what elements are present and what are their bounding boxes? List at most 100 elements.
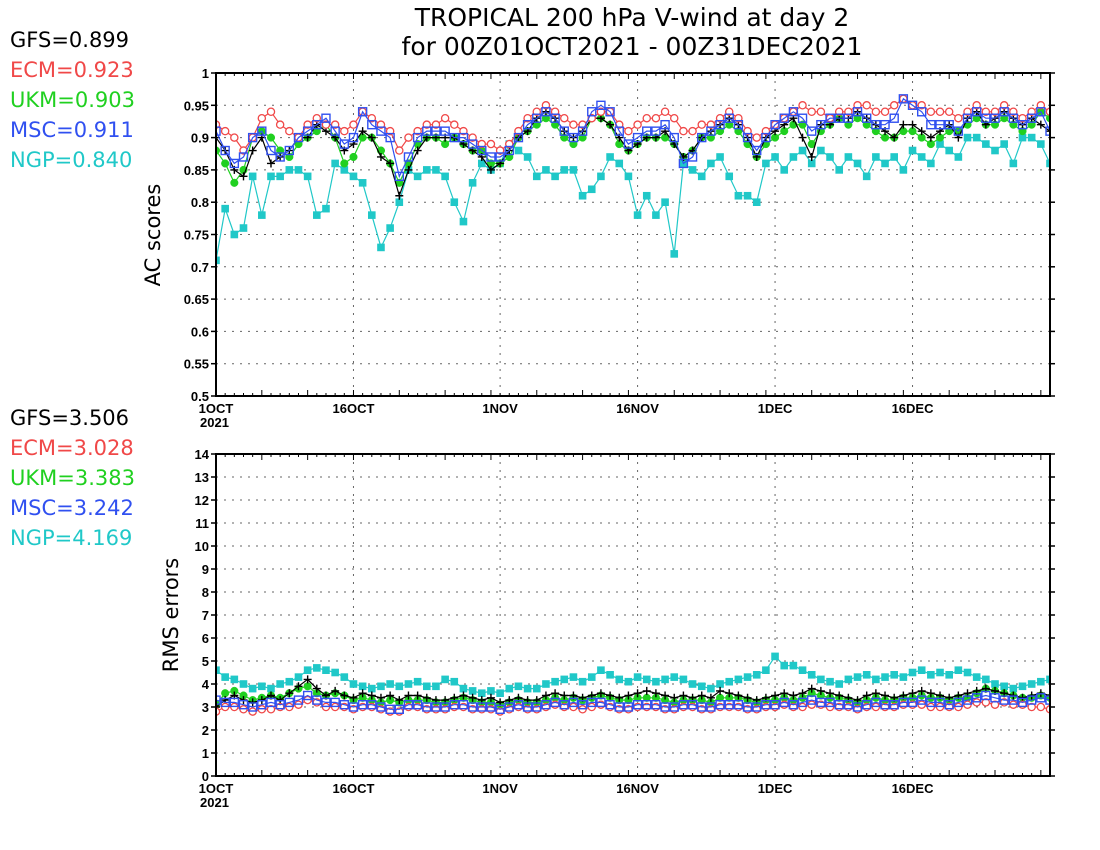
rms-plot-frame: [215, 453, 1051, 777]
ac-point-msc: [522, 119, 533, 130]
ac-point-ecm: [871, 107, 881, 117]
ac-point-ngp: [716, 153, 724, 161]
ac-point-msc: [513, 132, 524, 143]
rms-point-ngp: [844, 675, 853, 684]
rms-point-msc: [238, 700, 249, 710]
ac-point-gfs: [376, 152, 385, 161]
ac-point-ecm: [440, 113, 450, 123]
rms-point-msc: [660, 702, 670, 712]
rms-point-msc: [889, 700, 899, 710]
ac-point-ngp: [807, 159, 816, 168]
ac-point-gfs: [486, 165, 495, 174]
ac-point-msc: [532, 113, 542, 123]
rms-point-gfs: [798, 689, 807, 698]
ac-point-gfs: [807, 152, 816, 161]
ac-point-msc: [944, 119, 954, 130]
ac-point-ngp: [303, 172, 312, 181]
ac-point-ngp: [313, 211, 321, 219]
ac-point-msc: [348, 132, 359, 143]
rms-point-ngp: [890, 671, 898, 679]
ac-point-ngp: [844, 153, 853, 161]
ac-point-msc: [339, 139, 350, 149]
ac-point-msc: [962, 113, 973, 123]
ac-point-ecm: [651, 113, 661, 123]
rms-point-msc: [422, 702, 432, 712]
rms-point-ngp: [670, 673, 679, 681]
rms-ytick-label: 14: [195, 447, 210, 462]
rms-point-gfs: [551, 689, 560, 698]
rms-point-gfs: [486, 693, 495, 702]
ac-point-ecm: [486, 139, 496, 149]
rms-point-ngp: [459, 684, 468, 693]
ac-point-msc: [477, 145, 487, 156]
rms-point-msc: [302, 690, 313, 701]
rms-point-gfs: [303, 675, 312, 684]
ac-point-ngp: [294, 166, 303, 174]
rms-point-gfs: [725, 689, 734, 698]
ac-point-msc: [981, 113, 991, 123]
rms-point-msc: [266, 697, 276, 708]
ac-point-ngp: [441, 172, 449, 181]
rms-point-msc: [843, 700, 854, 710]
rms-point-msc: [669, 702, 679, 712]
ac-point-msc: [770, 119, 780, 130]
rms-point-ngp: [954, 666, 963, 674]
ac-xtick-year: 2021: [200, 415, 229, 430]
rms-point-msc: [678, 700, 689, 710]
ac-point-msc: [1008, 113, 1019, 123]
rms-point-msc: [587, 697, 597, 708]
rms-point-msc: [797, 697, 808, 708]
ac-point-ecm: [624, 126, 633, 136]
rms-point-ngp: [927, 671, 935, 679]
rms-point-msc: [871, 697, 881, 708]
ac-point-msc: [1017, 119, 1028, 130]
rms-point-gfs: [596, 689, 605, 698]
rms-point-gfs: [826, 689, 835, 698]
rms-score-legend: GFS=3.506 ECM=3.028 UKM=3.383 MSC=3.242 NGP=…: [10, 406, 135, 550]
rms-point-ngp: [817, 675, 825, 684]
ac-point-gfs: [358, 127, 367, 136]
rms-ngp-score: NGP=4.169: [10, 526, 132, 550]
ac-point-ngp: [624, 172, 633, 181]
rms-ytick-label: 4: [202, 677, 210, 692]
ac-point-gfs: [395, 191, 404, 200]
ac-point-ngp: [945, 146, 953, 155]
rms-point-msc: [642, 700, 652, 710]
rms-msc-score: MSC=3.242: [10, 496, 134, 520]
rms-point-ngp: [807, 671, 816, 679]
rms-point-msc: [999, 695, 1009, 705]
ac-point-ecm: [266, 107, 276, 117]
ac-point-ngp: [899, 166, 908, 174]
ac-point-msc: [284, 145, 295, 156]
ac-ytick-label: 0.75: [184, 228, 209, 243]
ac-point-ngp: [276, 172, 284, 181]
ac-point-gfs: [239, 172, 248, 181]
ac-point-msc: [807, 126, 817, 136]
rms-point-msc: [651, 700, 661, 710]
ac-point-gfs: [404, 165, 413, 174]
rms-point-ngp: [899, 673, 908, 681]
rms-point-msc: [522, 702, 533, 712]
ac-point-msc: [706, 126, 716, 136]
rms-point-ngp: [358, 682, 367, 691]
ac-point-gfs: [890, 133, 899, 142]
rms-xtick-label: 1OCT: [199, 781, 234, 796]
rms-point-ngp: [450, 677, 459, 686]
rms-point-msc: [752, 702, 762, 712]
ac-point-ngp: [358, 179, 367, 187]
rms-point-ngp: [258, 682, 266, 691]
rms-point-msc: [376, 702, 386, 712]
ac-point-msc: [495, 152, 505, 162]
ac-point-ngp: [395, 198, 404, 206]
rms-point-ngp: [578, 677, 587, 686]
ac-point-ngp: [725, 172, 734, 181]
rms-point-msc: [981, 690, 991, 701]
ac-point-msc: [926, 119, 936, 130]
rms-point-msc: [550, 697, 560, 708]
rms-point-ngp: [1009, 684, 1018, 693]
ac-point-msc: [632, 132, 643, 143]
ac-point-msc: [742, 132, 753, 143]
rms-point-ecm: [1036, 702, 1046, 712]
rms-point-ngp: [313, 664, 321, 672]
ac-point-msc: [596, 100, 606, 111]
